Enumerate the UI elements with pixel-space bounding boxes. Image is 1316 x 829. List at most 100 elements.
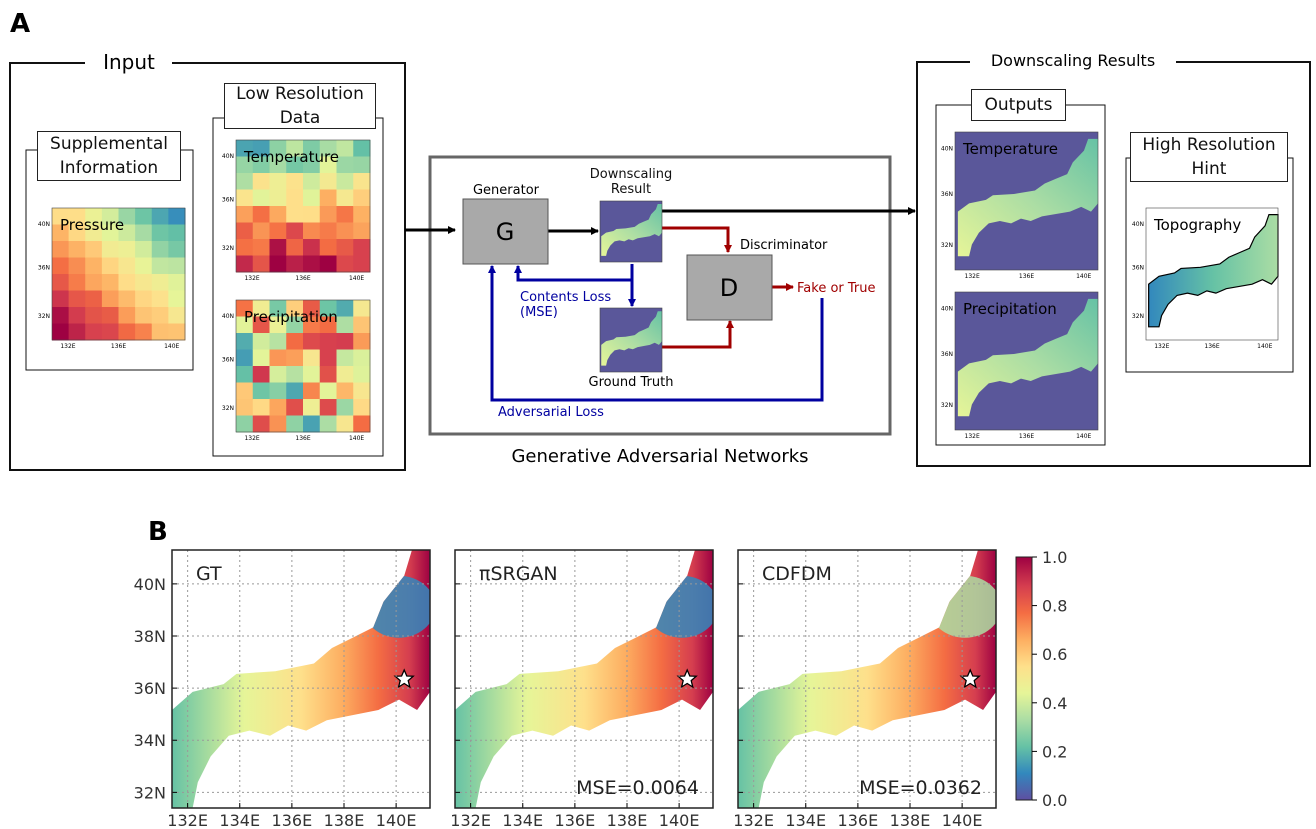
adversarial-loss-label: Adversarial Loss: [498, 405, 604, 420]
map-cell: [236, 333, 253, 350]
map-cell: [320, 239, 337, 256]
colorbar: [1016, 557, 1032, 800]
map-cell: [236, 239, 253, 256]
map-cell: [353, 140, 370, 157]
map-cell: [152, 307, 169, 324]
map-cell: [135, 324, 152, 341]
frames: [10, 62, 1310, 470]
x-tick-label: 138E: [890, 811, 931, 829]
map-cell: [286, 223, 303, 240]
map-cell: [102, 274, 119, 291]
x-tick-label: 132E: [450, 811, 491, 829]
mini-lon-label: 140E: [164, 343, 179, 350]
map-cell: [52, 307, 69, 324]
map-cell: [253, 256, 270, 273]
panel-label: B: [148, 517, 168, 547]
x-tick-label: 136E: [838, 811, 879, 829]
outputs-title: Outputs: [971, 89, 1066, 121]
y-tick-label: 40N: [134, 575, 166, 594]
map-cell: [270, 256, 287, 273]
mini-lon-label: 132E: [244, 275, 259, 282]
map-cell: [286, 383, 303, 400]
mini-map: Topography40N36N32N132E136E140E: [1132, 208, 1278, 350]
map-cell: [337, 416, 354, 433]
map-cell: [303, 399, 320, 416]
map-cell: [303, 206, 320, 223]
map-cell: [236, 206, 253, 223]
map-cell: [85, 291, 102, 308]
x-tick-label: 134E: [502, 811, 543, 829]
map-cell: [270, 239, 287, 256]
mini-map: Precipitation40N36N32N132E136E140E: [941, 292, 1098, 440]
input-title: Input: [103, 50, 155, 74]
x-tick-label: 134E: [219, 811, 260, 829]
map-cell: [52, 324, 69, 341]
map-cell: [337, 140, 354, 157]
map-cell: [253, 190, 270, 207]
mini-lat-label: 40N: [222, 153, 234, 160]
mini-lon-label: 132E: [244, 435, 259, 442]
map-cell: [52, 291, 69, 308]
map-cell: [102, 241, 119, 258]
map-cell: [69, 324, 86, 341]
map-cell: [135, 274, 152, 291]
map-cell: [353, 173, 370, 190]
result-map: 132E134E136E138E140EπSRGANMSE=0.0064: [450, 550, 718, 829]
map-cell: [69, 307, 86, 324]
map-cell: [85, 324, 102, 341]
map-label: Topography: [1153, 216, 1241, 234]
x-tick-label: 132E: [167, 811, 208, 829]
mini-lon-label: 132E: [965, 433, 980, 440]
map-cell: [353, 256, 370, 273]
map-cell: [135, 208, 152, 225]
supplemental-title: Supplemental Information: [37, 131, 181, 181]
map-cell: [303, 333, 320, 350]
ground-truth-label: Ground Truth: [589, 375, 674, 390]
map-cell: [286, 173, 303, 190]
map-cell: [253, 399, 270, 416]
mini-lon-label: 140E: [1076, 433, 1091, 440]
map-cell: [303, 190, 320, 207]
map-cell: [152, 208, 169, 225]
mini-lat-label: 36N: [941, 191, 953, 198]
map-cell: [135, 291, 152, 308]
mini-lat-label: 32N: [1132, 313, 1144, 320]
result-map: 132E134E136E138E140E32N34N36N38N40NGT: [134, 550, 435, 829]
map-cell: [320, 173, 337, 190]
map-cell: [337, 366, 354, 383]
downscaling-result-label: Downscaling Result: [588, 167, 674, 197]
map-title: GT: [196, 563, 222, 585]
map-cell: [337, 223, 354, 240]
map-cell: [303, 416, 320, 433]
colorbar-tick-label: 0.6: [1042, 645, 1067, 664]
map-cell: [168, 208, 185, 225]
colorbar-tick-label: 0.8: [1042, 597, 1067, 616]
map-label: Precipitation: [244, 308, 338, 326]
map-cell: [270, 366, 287, 383]
map-cell: [353, 383, 370, 400]
map-cell: [320, 206, 337, 223]
mini-lat-label: 40N: [38, 221, 50, 228]
y-tick-label: 32N: [134, 783, 166, 802]
map-cell: [236, 399, 253, 416]
map-cell: [353, 317, 370, 334]
x-tick-label: 140E: [659, 811, 700, 829]
map-label: Pressure: [60, 216, 124, 234]
map-cell: [236, 173, 253, 190]
map-cell: [270, 333, 287, 350]
map-cell: [152, 291, 169, 308]
mini-lat-label: 40N: [222, 313, 234, 320]
map-cell: [320, 350, 337, 367]
map-cell: [270, 206, 287, 223]
map-cell: [168, 225, 185, 242]
mini-lon-label: 136E: [111, 343, 126, 350]
map-cell: [253, 383, 270, 400]
map-cell: [303, 383, 320, 400]
hint-title: High Resolution Hint: [1130, 132, 1288, 182]
x-tick-label: 138E: [324, 811, 365, 829]
map-cell: [353, 366, 370, 383]
map-cell: [168, 241, 185, 258]
map-cell: [135, 225, 152, 242]
map-cell: [236, 223, 253, 240]
results-title: Downscaling Results: [991, 51, 1155, 70]
